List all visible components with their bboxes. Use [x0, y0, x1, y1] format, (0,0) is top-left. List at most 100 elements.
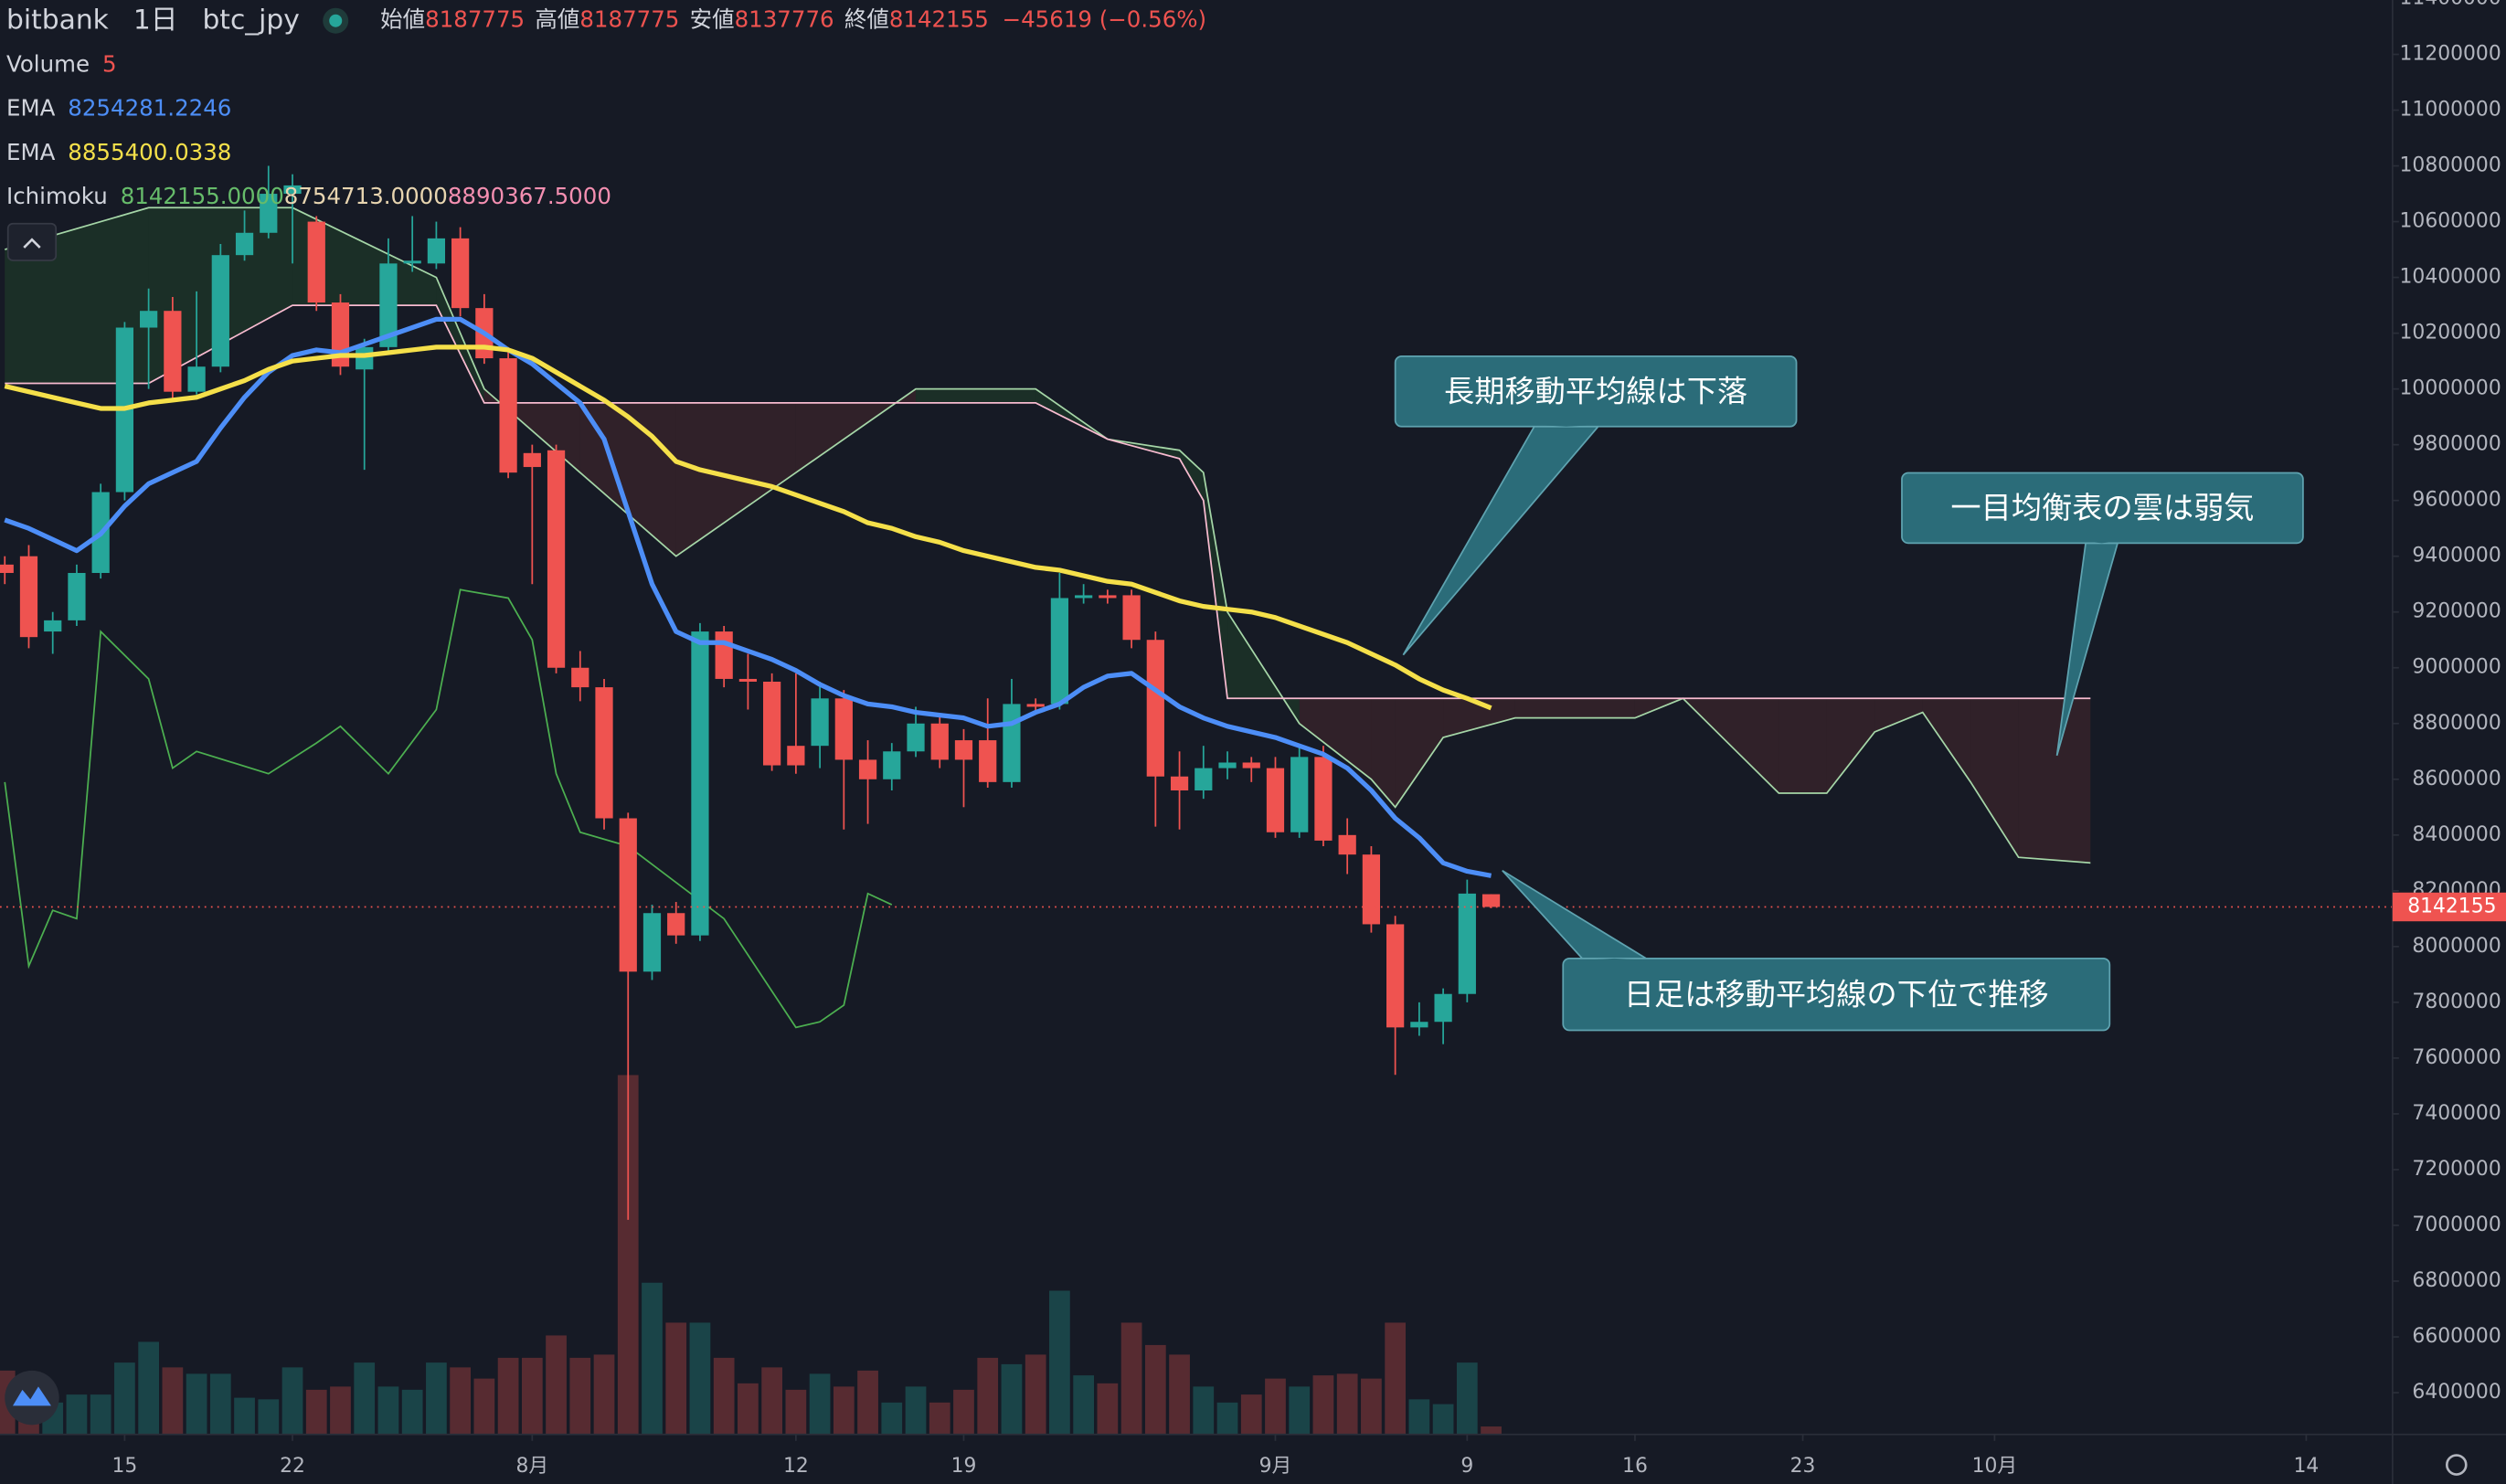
volume-bar [1361, 1378, 1382, 1435]
cloud-segment [1826, 698, 1875, 794]
cloud-segment [436, 277, 484, 403]
volume-bar [1120, 1322, 1142, 1435]
candle-body [1338, 834, 1356, 855]
legend-row: EMA 8254281.2246 [6, 95, 231, 122]
y-tick-label: 10000000 [2400, 377, 2501, 400]
candle-body [19, 556, 38, 638]
cloud-segment [1970, 698, 2019, 858]
candle-body [68, 573, 86, 620]
cloud-span-a [5, 207, 2091, 864]
close-label: 終値 [844, 6, 889, 33]
y-tick-label: 10400000 [2400, 266, 2501, 289]
candle-body [1146, 640, 1164, 777]
x-tick-label: 9月 [1259, 1455, 1292, 1478]
candle-body [235, 232, 254, 256]
candle-body [1170, 776, 1189, 790]
settings-button[interactable] [2445, 1454, 2468, 1476]
y-tick-label: 9000000 [2412, 656, 2501, 679]
candle-body [283, 185, 302, 195]
candle-body [1434, 993, 1452, 1023]
cloud-segment [1395, 698, 1444, 808]
cloud-segment [1922, 698, 1971, 782]
cloud-segment [1514, 698, 1635, 718]
x-tick-label: 16 [1622, 1455, 1648, 1478]
volume-bar [497, 1357, 519, 1435]
cloud-span-b [5, 304, 2091, 700]
y-tick-label: 11200000 [2400, 42, 2501, 65]
volume-bar [857, 1370, 878, 1435]
candle-body [1362, 854, 1381, 925]
ohlc: 始値8187775 高値8187775 安値8137776 終値8142155 … [380, 6, 1206, 33]
candle-body [787, 746, 805, 766]
candle-body [954, 740, 973, 760]
y-tick-label: 9800000 [2412, 433, 2501, 456]
candle-body [715, 631, 733, 679]
volume-bar [977, 1357, 999, 1435]
high-label: 高値 [535, 6, 579, 33]
legend-value: 8890367.5000 [448, 183, 611, 209]
callout-pointer-join [1535, 424, 1597, 427]
y-tick-label: 7800000 [2412, 991, 2501, 1013]
volume-bar [66, 1394, 88, 1435]
candle-body [1242, 762, 1260, 768]
volume-bar [138, 1341, 159, 1435]
candle-body [738, 678, 758, 683]
cloud-segment [1371, 698, 1396, 808]
volume-bar [617, 1075, 639, 1435]
candle-body [356, 346, 374, 370]
volume-bar [929, 1402, 950, 1435]
volume-bar [209, 1373, 231, 1435]
volume-bar [881, 1402, 903, 1435]
header: bitbank 1日 btc_jpy [6, 4, 300, 36]
volume-bar [258, 1399, 280, 1435]
x-tick-label: 8月 [515, 1455, 548, 1478]
cloud-segment [1779, 698, 1827, 794]
y-tick-label: 10600000 [2400, 210, 2501, 233]
volume-bar [738, 1383, 759, 1435]
legend-name: Volume [6, 51, 90, 78]
volume-bar [1408, 1399, 1430, 1435]
collapse-icon [23, 238, 41, 249]
candle-body [979, 740, 997, 782]
candle-body [1314, 757, 1333, 841]
candle-body [1266, 768, 1285, 832]
callout-text: 日足は移動平均線の下位で推移 [1624, 976, 2049, 1012]
x-tick-label: 23 [1790, 1455, 1816, 1478]
legend-value: 8254281.2246 [68, 95, 231, 122]
legend-value: 8855400.0338 [68, 139, 231, 165]
volume-bar [305, 1389, 327, 1435]
x-tick-label: 9 [1460, 1455, 1473, 1478]
status-dot [329, 14, 343, 27]
legend-name: EMA [6, 139, 56, 165]
open-label: 始値 [380, 6, 425, 33]
volume-bar [1144, 1344, 1166, 1435]
volume-bar [689, 1322, 711, 1435]
y-tick-label: 11000000 [2400, 99, 2501, 122]
volume-bar [1336, 1373, 1358, 1435]
candle-body [1410, 1022, 1428, 1028]
callout-box [1394, 355, 1798, 428]
collapse-button[interactable] [6, 222, 58, 261]
candle-body [499, 358, 517, 473]
candle-body [595, 687, 613, 819]
cloud-segment [292, 207, 437, 306]
candle-body [811, 698, 829, 747]
volume-bar [426, 1362, 447, 1435]
volume-bar [1289, 1386, 1311, 1435]
volume-bar [186, 1373, 207, 1435]
y-tick-label: 6800000 [2412, 1269, 2501, 1292]
legend-value: 8754713.0000 [284, 183, 448, 209]
volume-bar [1265, 1378, 1286, 1435]
candle-body [211, 255, 229, 367]
candle-body [1003, 704, 1021, 782]
legend-value: 8142155.0000 [121, 183, 284, 209]
volume-bar [521, 1357, 543, 1435]
candle-body [691, 631, 709, 936]
y-tick-label: 7600000 [2412, 1046, 2501, 1069]
logo-icon [12, 1386, 51, 1406]
candle-body [260, 194, 278, 233]
x-tick-label: 19 [951, 1455, 977, 1478]
cloud-segment [1203, 472, 1228, 699]
y-tick-label: 11400000 [2400, 0, 2501, 9]
volume-bar [1049, 1290, 1070, 1435]
